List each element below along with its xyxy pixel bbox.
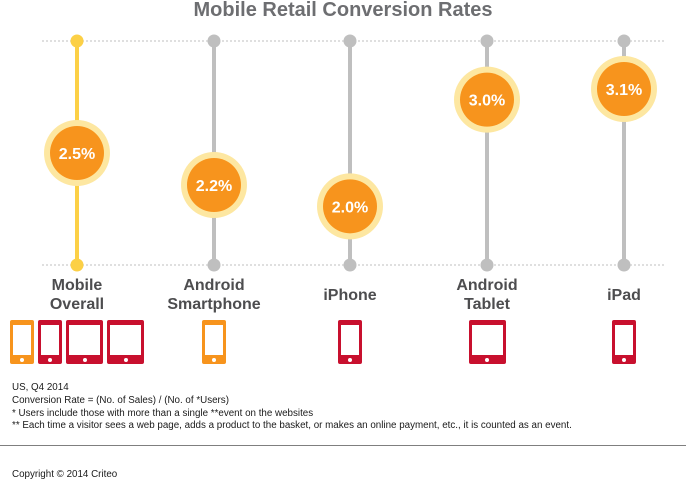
tablet-icon <box>468 320 506 364</box>
copyright-text: Copyright © 2014 Criteo <box>12 469 118 480</box>
category-label-1: Android Smartphone <box>154 276 274 314</box>
device-group-4 <box>612 320 636 366</box>
stem-top-dot-0 <box>70 34 84 48</box>
phone-icon <box>338 320 362 364</box>
category-label-line: Overall <box>49 296 105 313</box>
stem-top-dot-3 <box>480 34 494 48</box>
device-group-3 <box>468 320 506 366</box>
footnote-line: * Users include those with more than a s… <box>12 407 314 419</box>
data-point-1 <box>187 158 241 212</box>
data-label-3: 3.0% <box>469 93 505 110</box>
tablet-icon <box>107 320 144 364</box>
stem-top-dot-1 <box>207 34 221 48</box>
stem-bottom-dot-3 <box>480 258 494 272</box>
category-label-line: Mobile <box>51 277 103 294</box>
category-label-4: iPad <box>564 286 684 305</box>
data-label-1: 2.2% <box>196 178 232 195</box>
footnote-line: ** Each time a visitor sees a web page, … <box>12 420 572 432</box>
data-point-4 <box>597 62 651 116</box>
data-point-3 <box>460 72 514 127</box>
stem-bottom-dot-4 <box>617 258 631 272</box>
category-label-0: Mobile Overall <box>17 276 137 314</box>
chart-title: Mobile Retail Conversion Rates <box>193 0 493 21</box>
category-label-line: Android <box>456 277 518 294</box>
device-group-0 <box>10 320 144 366</box>
tablet-icon <box>66 320 103 364</box>
footnotes: US, Q4 2014 Conversion Rate = (No. of Sal… <box>12 382 572 433</box>
category-label-line: Android <box>183 277 245 294</box>
phone-icon <box>10 320 34 364</box>
data-point-2 <box>323 179 377 234</box>
footnote-line: Conversion Rate = (No. of Sales) / (No. … <box>12 394 229 406</box>
device-group-2 <box>338 320 362 366</box>
data-point-0 <box>50 126 104 180</box>
category-label-3: Android Tablet <box>427 276 547 314</box>
category-label-2: iPhone <box>290 286 410 305</box>
stem-bottom-dot-2 <box>343 258 357 272</box>
category-label-line: Tablet <box>464 296 510 313</box>
data-label-0: 2.5% <box>59 146 95 163</box>
category-label-line: iPhone <box>323 287 377 304</box>
phone-icon <box>202 320 226 364</box>
lollipop-chart: 2.5% 2.2% 2.0% 3.0% 3.1% <box>42 34 666 272</box>
footer-divider <box>0 445 686 446</box>
stem-bottom-dot-1 <box>207 258 221 272</box>
phone-icon <box>612 320 636 364</box>
data-label-2: 2.0% <box>332 199 368 216</box>
phone-icon <box>38 320 62 364</box>
stem-top-dot-4 <box>617 34 631 48</box>
stem-top-dot-2 <box>343 34 357 48</box>
data-label-4: 3.1% <box>606 82 642 99</box>
stem-bottom-dot-0 <box>70 258 84 272</box>
device-group-1 <box>202 320 226 366</box>
footnote-line: US, Q4 2014 <box>12 382 69 393</box>
category-label-line: Smartphone <box>167 296 261 313</box>
category-label-line: iPad <box>607 287 641 304</box>
